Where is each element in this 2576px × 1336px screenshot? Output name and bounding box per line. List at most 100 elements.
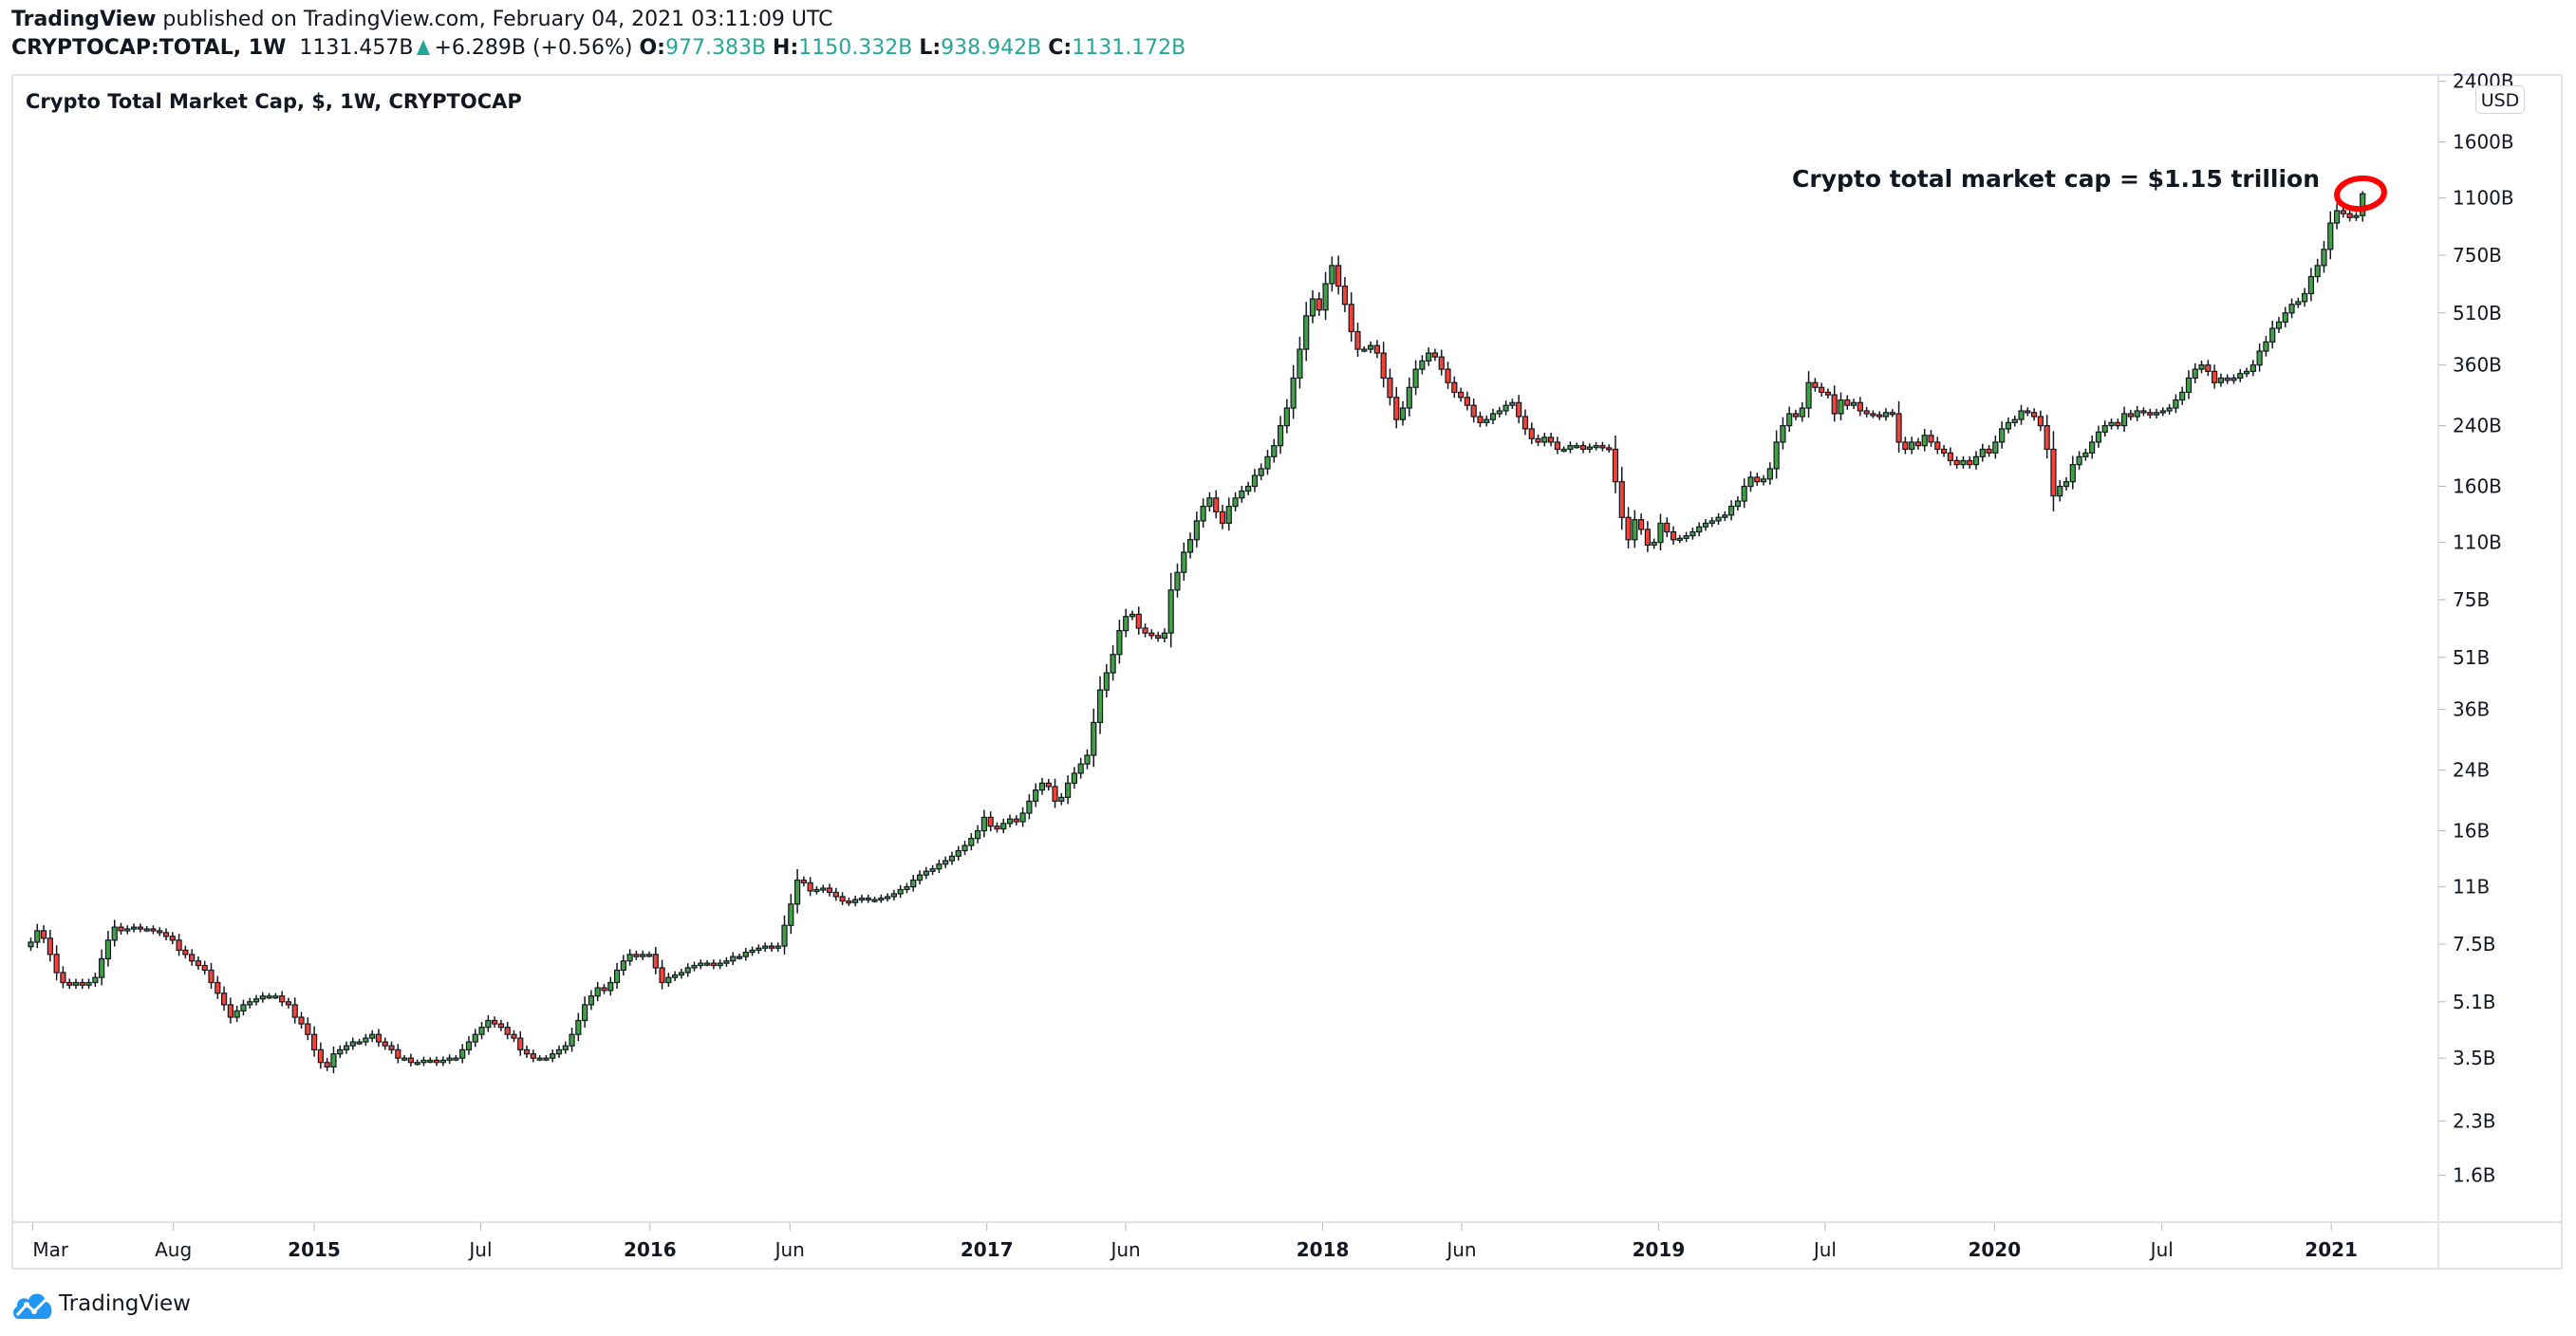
candle-body-down	[291, 1004, 298, 1018]
candle-body-up	[1734, 500, 1742, 508]
candle-body-up	[1077, 763, 1084, 774]
annotation-text: Crypto total market cap = $1.15 trillion	[1792, 165, 2320, 193]
candle	[162, 928, 170, 940]
candle	[555, 1045, 563, 1058]
price-tick-label: 110B	[2453, 531, 2502, 554]
candle-body-up	[2005, 421, 2012, 430]
candle	[1174, 563, 1181, 598]
candle	[626, 949, 633, 966]
candle-body-up	[104, 939, 112, 960]
candle	[633, 950, 640, 960]
candle-body-up	[1271, 445, 1278, 457]
candle	[1838, 392, 1844, 420]
candle	[369, 1030, 376, 1043]
candle	[285, 997, 292, 1009]
candle-body-up	[478, 1027, 485, 1035]
candle-body-up	[1747, 476, 1754, 488]
candle	[1380, 342, 1387, 388]
candle	[395, 1044, 401, 1064]
candle	[2166, 403, 2173, 415]
candle	[504, 1021, 511, 1040]
candle-body-down	[1445, 368, 1451, 383]
candle-body-up	[34, 930, 41, 943]
candle	[2302, 288, 2308, 307]
candle	[1651, 538, 1657, 549]
candle-body-down	[388, 1045, 395, 1050]
candle-body-down	[298, 1016, 305, 1025]
candle-body-down	[1348, 304, 1354, 333]
price-tick-label: 1600B	[2453, 131, 2514, 154]
candle-body-down	[2025, 410, 2031, 414]
candle-body-up	[1129, 613, 1136, 618]
candle-body-down	[2346, 213, 2353, 218]
candle-body-up	[684, 967, 691, 974]
candle	[1445, 362, 1451, 390]
candle-body-up	[1999, 428, 2006, 443]
candle-body-up	[72, 981, 80, 986]
candle	[781, 915, 788, 955]
candle	[1129, 610, 1136, 621]
candle-body-up	[936, 863, 943, 870]
candle	[975, 825, 981, 844]
candle	[1638, 513, 1645, 535]
candle-body-up	[1715, 516, 1722, 522]
candle	[2256, 343, 2263, 372]
candle	[852, 895, 859, 907]
candle-body-up	[884, 896, 891, 900]
last-price: 1131.457B	[299, 36, 414, 60]
candle	[1953, 455, 1960, 469]
candle-body-down	[1393, 397, 1400, 420]
candle	[659, 959, 665, 990]
time-axis[interactable]: Mar Aug 2015 Jul 2016 Jun 2017 Jun 2018 Jun 2019 Ju…	[31, 1223, 2358, 1261]
candle	[1232, 492, 1239, 512]
candle-body-down	[1373, 344, 1380, 354]
candle-body-down	[1986, 448, 1992, 454]
currency-button[interactable]: USD	[2475, 85, 2525, 114]
candle	[407, 1053, 414, 1067]
candle	[832, 887, 839, 901]
candle	[1148, 629, 1155, 640]
candle-body-down	[807, 881, 813, 892]
tradingview-logo[interactable]: TradingView	[11, 1289, 191, 1319]
candle	[1760, 474, 1767, 486]
candle-body-down	[1967, 459, 1973, 466]
candle	[1181, 542, 1187, 581]
candle	[439, 1056, 446, 1067]
open-label: O:	[639, 36, 665, 60]
candle-body-down	[1045, 782, 1052, 788]
candle-body-up	[2185, 377, 2193, 394]
high-label: H:	[773, 36, 799, 60]
candle-body-down	[1895, 413, 1902, 443]
candle-body-down	[1451, 381, 1458, 394]
candle-body-down	[2224, 377, 2231, 381]
candle	[279, 991, 286, 1007]
candle	[530, 1049, 536, 1063]
candle	[1586, 443, 1593, 454]
time-tick-label: 2019	[1633, 1238, 1686, 1261]
candle-body-up	[665, 976, 672, 984]
candle	[2057, 479, 2063, 502]
candle-body-down	[601, 987, 607, 992]
candle-body-up	[2231, 377, 2237, 381]
candle	[66, 978, 73, 990]
candle-body-up	[1805, 381, 1812, 409]
candle-body-down	[1940, 448, 1948, 454]
candle-body-down	[1516, 401, 1522, 418]
candle	[807, 877, 813, 897]
time-tick-label: 2020	[1968, 1238, 2021, 1261]
time-tick-label: Mar	[32, 1238, 69, 1261]
ohlc-legend: CRYPTOCAP:TOTAL, 1W 1131.457B +6.289B (+0…	[11, 36, 1185, 60]
candle	[252, 994, 260, 1006]
price-tick-label: 16B	[2453, 820, 2490, 843]
candle-body-down	[2115, 421, 2121, 427]
candle-body-down	[395, 1048, 401, 1059]
candle	[2063, 476, 2070, 491]
candle	[1387, 368, 1393, 406]
candle	[2095, 425, 2102, 448]
candle-body-down	[305, 1023, 311, 1035]
candle-body-up	[2134, 410, 2140, 418]
price-axis[interactable]: 2400B1600B1100B750B510B360B240B160B110B7…	[2438, 70, 2514, 1187]
candle-body-up	[1161, 632, 1168, 640]
price-tick-label: 7.5B	[2453, 933, 2496, 956]
